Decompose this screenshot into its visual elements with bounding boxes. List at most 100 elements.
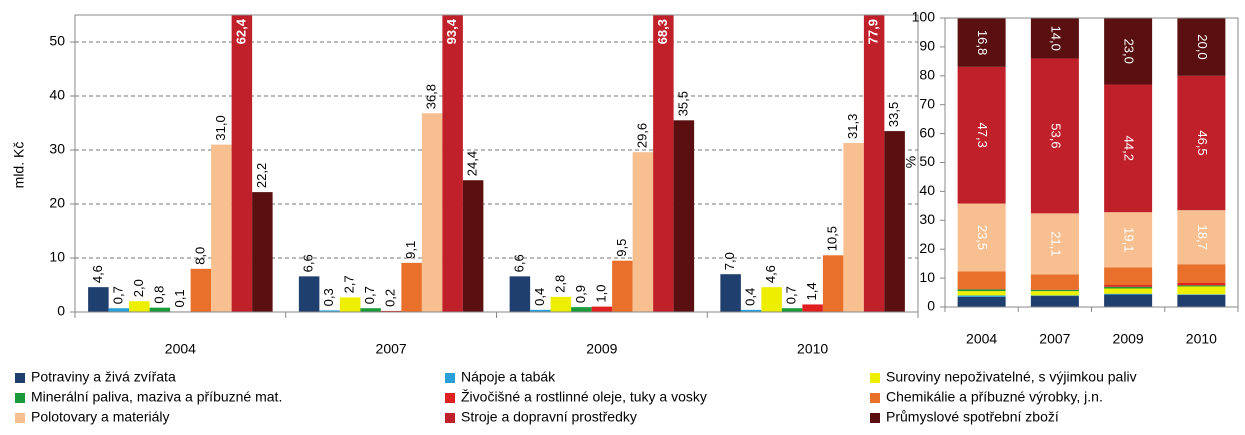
data-label: 0,9 [573,285,588,303]
data-label: 8,0 [192,247,207,265]
legend-swatch [15,413,25,423]
legend-label: Živočišné a rostlinné oleje, tuky a vosk… [461,389,707,405]
data-label: 0,8 [151,286,166,304]
y-tick-label: 40 [49,87,65,103]
x-tick-label: 2007 [1039,331,1070,347]
data-label: 68,3 [655,19,670,44]
bar-segment [1104,84,1153,213]
bar [740,309,762,312]
bar [231,15,253,312]
data-label: 0,3 [321,288,336,306]
bar [863,15,885,312]
data-label: 44,2 [1122,136,1137,161]
bar [632,152,654,312]
y-tick-label: 100 [912,9,936,25]
bar-segment [1104,294,1153,307]
y-tick-label: 20 [49,195,65,211]
y-tick-label: 30 [49,141,65,157]
data-label: 23,0 [1122,39,1137,64]
y-tick-label: 80 [919,67,935,83]
legend-swatch [445,373,455,383]
data-label: 46,5 [1195,130,1210,155]
y-tick-label: 50 [919,153,935,169]
bar-segment [957,291,1006,296]
legend-swatch [445,413,455,423]
bar-segment [957,295,1006,297]
data-label: 31,3 [845,114,860,139]
bar-segment [1104,288,1153,294]
bar [421,113,443,312]
bar-segment [1177,294,1226,295]
data-label: 10,5 [825,226,840,251]
y-tick-label: 30 [919,211,935,227]
bar-segment [1030,274,1079,290]
legend-swatch [870,413,880,423]
data-label: 9,1 [403,241,418,259]
y-tick-label: 50 [49,33,65,49]
data-label: 2,8 [552,275,567,293]
bar-segment [1030,295,1079,297]
data-label: 31,0 [213,115,228,140]
data-label: 62,4 [233,18,248,44]
bar [360,308,381,312]
legend-label: Stroje a dopravní prostředky [461,409,637,425]
bar-segment [957,271,1006,290]
bar [401,262,422,312]
bar-segment [957,203,1006,272]
bar [509,276,531,312]
bar-segment [1104,285,1153,287]
legend-label: Polotovary a materiály [31,409,170,425]
bar-segment [1177,75,1226,211]
bars [88,15,905,312]
data-label: 22,2 [254,163,269,188]
y-axis-label: % [903,156,919,168]
data-label: 9,5 [614,239,629,257]
data-label: 0,4 [743,288,758,306]
y-tick-label: 40 [919,182,935,198]
bar [252,192,273,312]
bar-segment [957,66,1006,204]
bar [462,180,484,312]
bar-segment [1104,293,1153,295]
data-label: 6,6 [511,254,526,272]
bar-segment [1177,264,1226,284]
y-tick-label: 70 [919,95,935,111]
bar-segment [1030,291,1079,296]
legend-swatch [15,373,25,383]
x-tick-label: 2009 [586,341,617,357]
bar [298,276,320,312]
bar [843,142,864,312]
bar [550,296,572,312]
data-label: 36,8 [424,84,439,109]
bar [673,120,695,312]
data-label: 0,1 [172,289,187,307]
data-label: 23,5 [975,225,990,250]
data-label: 0,2 [383,289,398,307]
legend-label: Potraviny a živá zvířata [31,369,176,385]
x-tick-label: 2004 [966,331,997,347]
data-label: 93,4 [444,18,459,44]
legend-swatch [870,373,880,383]
bar [319,310,340,312]
bar [653,15,674,312]
bar [720,274,741,312]
data-label: 47,3 [975,123,990,148]
y-tick-label: 20 [919,240,935,256]
data-label: 16,8 [975,30,990,55]
data-label: 29,6 [634,123,649,148]
data-label: 33,5 [886,102,901,127]
bar-segment [957,289,1006,292]
y-axis-label: mld. Kč [11,142,27,189]
bar [802,304,823,312]
data-label: 2,0 [131,279,146,297]
data-label: 1,4 [804,282,819,300]
y-tick-label: 10 [919,269,935,285]
bar [442,15,463,312]
bar-segment [1177,210,1226,265]
x-tick-label: 2007 [376,341,407,357]
y-tick-label: 0 [927,298,935,314]
bar [380,310,402,312]
legend-swatch [15,393,25,403]
x-tick-label: 2010 [1186,331,1217,347]
